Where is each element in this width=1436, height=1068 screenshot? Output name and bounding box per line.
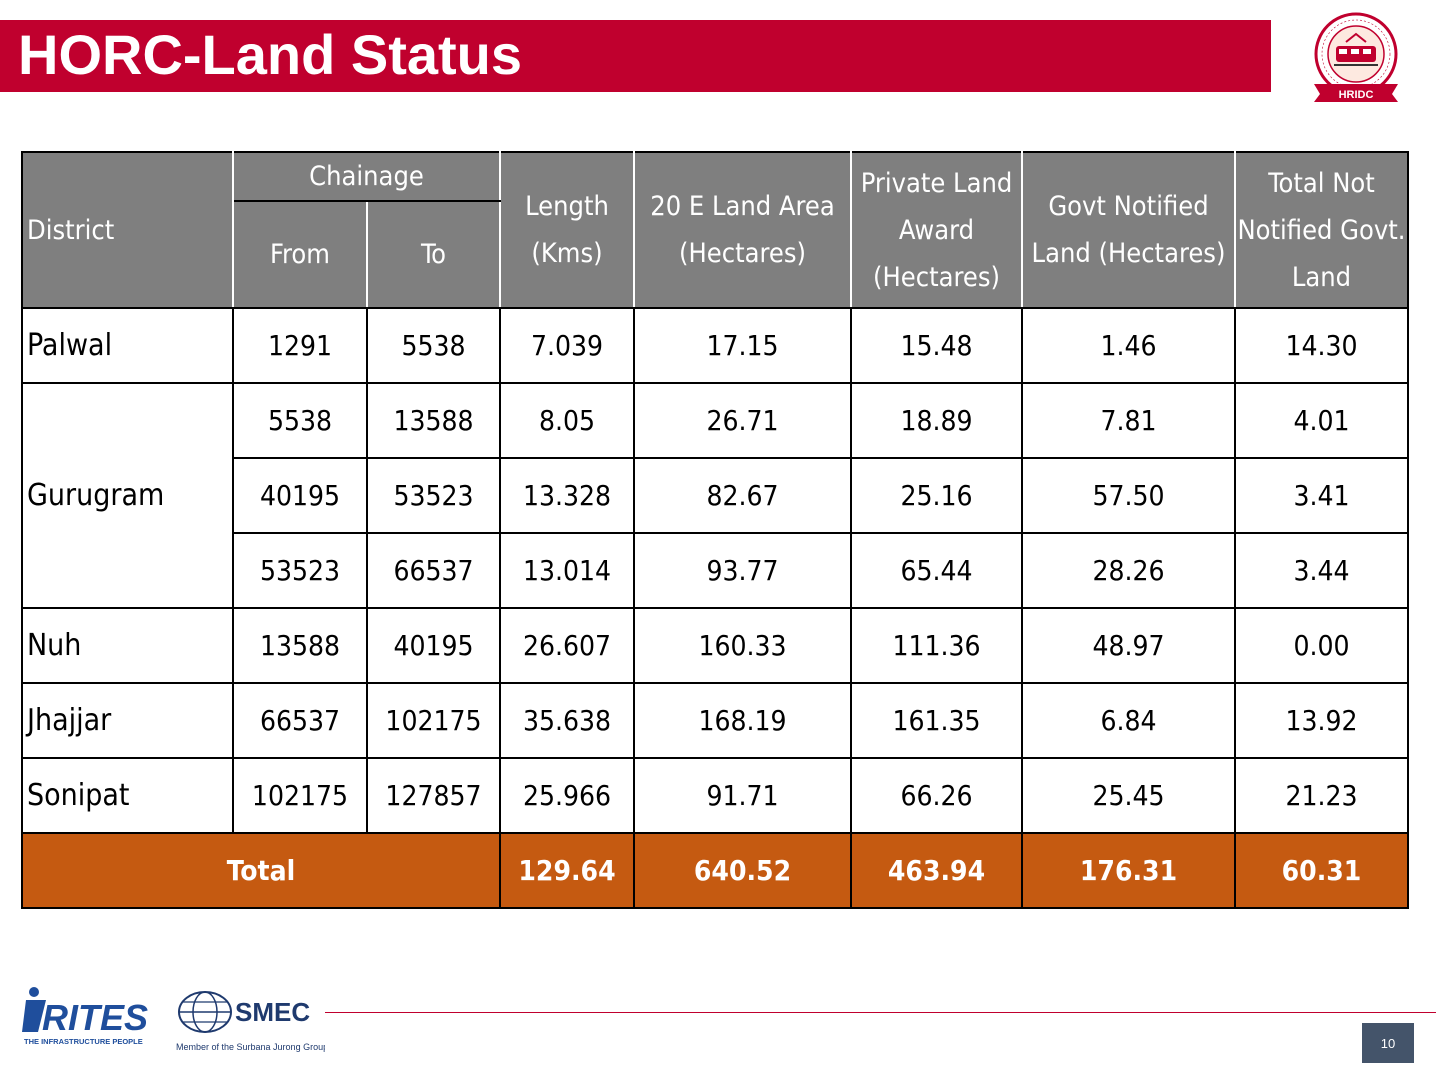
smec-name: SMEC (235, 997, 310, 1027)
area-cell: 160.33 (633, 607, 852, 684)
to-cell: 66537 (366, 532, 501, 609)
table-row: Sonipat 102175 127857 25.966 91.71 66.26… (21, 757, 1409, 834)
total-not-notified: 60.31 (1234, 832, 1409, 909)
header-land-area: 20 E Land Area (Hectares) (633, 151, 852, 309)
header-from: From (232, 200, 368, 309)
from-cell: 5538 (232, 382, 368, 459)
govt-cell: 7.81 (1021, 382, 1236, 459)
length-cell: 8.05 (499, 382, 635, 459)
header-district: District (21, 151, 234, 309)
table-row: Jhajjar 66537 102175 35.638 168.19 161.3… (21, 682, 1409, 759)
district-cell: Palwal (21, 307, 234, 384)
govt-cell: 57.50 (1021, 457, 1236, 534)
district-cell: Gurugram (21, 382, 234, 609)
private-cell: 65.44 (850, 532, 1023, 609)
header-govt-notified: Govt Notified Land (Hectares) (1021, 151, 1236, 309)
govt-cell: 25.45 (1021, 757, 1236, 834)
footer-divider (325, 1012, 1436, 1013)
length-cell: 35.638 (499, 682, 635, 759)
total-area: 640.52 (633, 832, 852, 909)
total-length: 129.64 (499, 832, 635, 909)
header-private-land: Private Land Award (Hectares) (850, 151, 1023, 309)
table-row: 53523 66537 13.014 93.77 65.44 28.26 3.4… (22, 532, 1409, 609)
not-notified-cell: 13.92 (1234, 682, 1409, 759)
area-cell: 91.71 (633, 757, 852, 834)
header-chainage: Chainage (232, 151, 501, 202)
table-row: Palwal 1291 5538 7.039 17.15 15.48 1.46 … (21, 307, 1409, 384)
length-cell: 26.607 (499, 607, 635, 684)
not-notified-cell: 4.01 (1234, 382, 1409, 459)
header-not-notified: Total Not Notified Govt. Land (1234, 151, 1409, 309)
header-to: To (366, 200, 501, 309)
to-cell: 102175 (366, 682, 501, 759)
table-row: 40195 53523 13.328 82.67 25.16 57.50 3.4… (22, 457, 1409, 534)
private-cell: 25.16 (850, 457, 1023, 534)
govt-cell: 28.26 (1021, 532, 1236, 609)
govt-cell: 48.97 (1021, 607, 1236, 684)
total-private: 463.94 (850, 832, 1023, 909)
rites-logo: RITES THE INFRASTRUCTURE PEOPLE (22, 987, 148, 1046)
rites-tagline: THE INFRASTRUCTURE PEOPLE (24, 1037, 143, 1046)
total-row: Total 129.64 640.52 463.94 176.31 60.31 (21, 832, 1409, 909)
land-status-table: District Chainage Length (Kms) 20 E Land… (21, 151, 1409, 909)
private-cell: 111.36 (850, 607, 1023, 684)
to-cell: 127857 (366, 757, 501, 834)
private-cell: 66.26 (850, 757, 1023, 834)
length-cell: 13.014 (499, 532, 635, 609)
table-row: Nuh 13588 40195 26.607 160.33 111.36 48.… (21, 607, 1409, 684)
from-cell: 13588 (232, 607, 368, 684)
title-bar (0, 20, 1271, 92)
district-cell: Jhajjar (21, 682, 234, 759)
rites-name: RITES (42, 997, 148, 1038)
smec-logo: SMEC Member of the Surbana Jurong Group (176, 991, 325, 1052)
hridc-logo: HRIDC (1314, 12, 1398, 102)
area-cell: 93.77 (633, 532, 852, 609)
table-row: Gurugram 5538 13588 8.05 26.71 18.89 7.8… (21, 382, 1409, 609)
length-cell: 13.328 (499, 457, 635, 534)
private-cell: 161.35 (850, 682, 1023, 759)
from-cell: 53523 (232, 532, 368, 609)
to-cell: 13588 (366, 382, 501, 459)
to-cell: 40195 (366, 607, 501, 684)
area-cell: 17.15 (633, 307, 852, 384)
total-label: Total (21, 832, 501, 909)
area-cell: 82.67 (633, 457, 852, 534)
from-cell: 102175 (232, 757, 368, 834)
private-cell: 18.89 (850, 382, 1023, 459)
page-number: 10 (1362, 1023, 1414, 1063)
page-title: HORC-Land Status (18, 23, 522, 86)
length-cell: 25.966 (499, 757, 635, 834)
area-cell: 26.71 (633, 382, 852, 459)
not-notified-cell: 3.41 (1234, 457, 1409, 534)
length-cell: 7.039 (499, 307, 635, 384)
govt-cell: 6.84 (1021, 682, 1236, 759)
not-notified-cell: 0.00 (1234, 607, 1409, 684)
govt-cell: 1.46 (1021, 307, 1236, 384)
not-notified-cell: 14.30 (1234, 307, 1409, 384)
to-cell: 53523 (366, 457, 501, 534)
district-cell: Sonipat (21, 757, 234, 834)
district-cell: Nuh (21, 607, 234, 684)
header-length: Length (Kms) (499, 151, 635, 309)
total-govt: 176.31 (1021, 832, 1236, 909)
area-cell: 168.19 (633, 682, 852, 759)
private-cell: 15.48 (850, 307, 1023, 384)
smec-tagline: Member of the Surbana Jurong Group (176, 1042, 325, 1052)
from-cell: 66537 (232, 682, 368, 759)
to-cell: 5538 (366, 307, 501, 384)
hridc-logo-text: HRIDC (1339, 89, 1374, 101)
not-notified-cell: 21.23 (1234, 757, 1409, 834)
not-notified-cell: 3.44 (1234, 532, 1409, 609)
from-cell: 1291 (232, 307, 368, 384)
from-cell: 40195 (232, 457, 368, 534)
